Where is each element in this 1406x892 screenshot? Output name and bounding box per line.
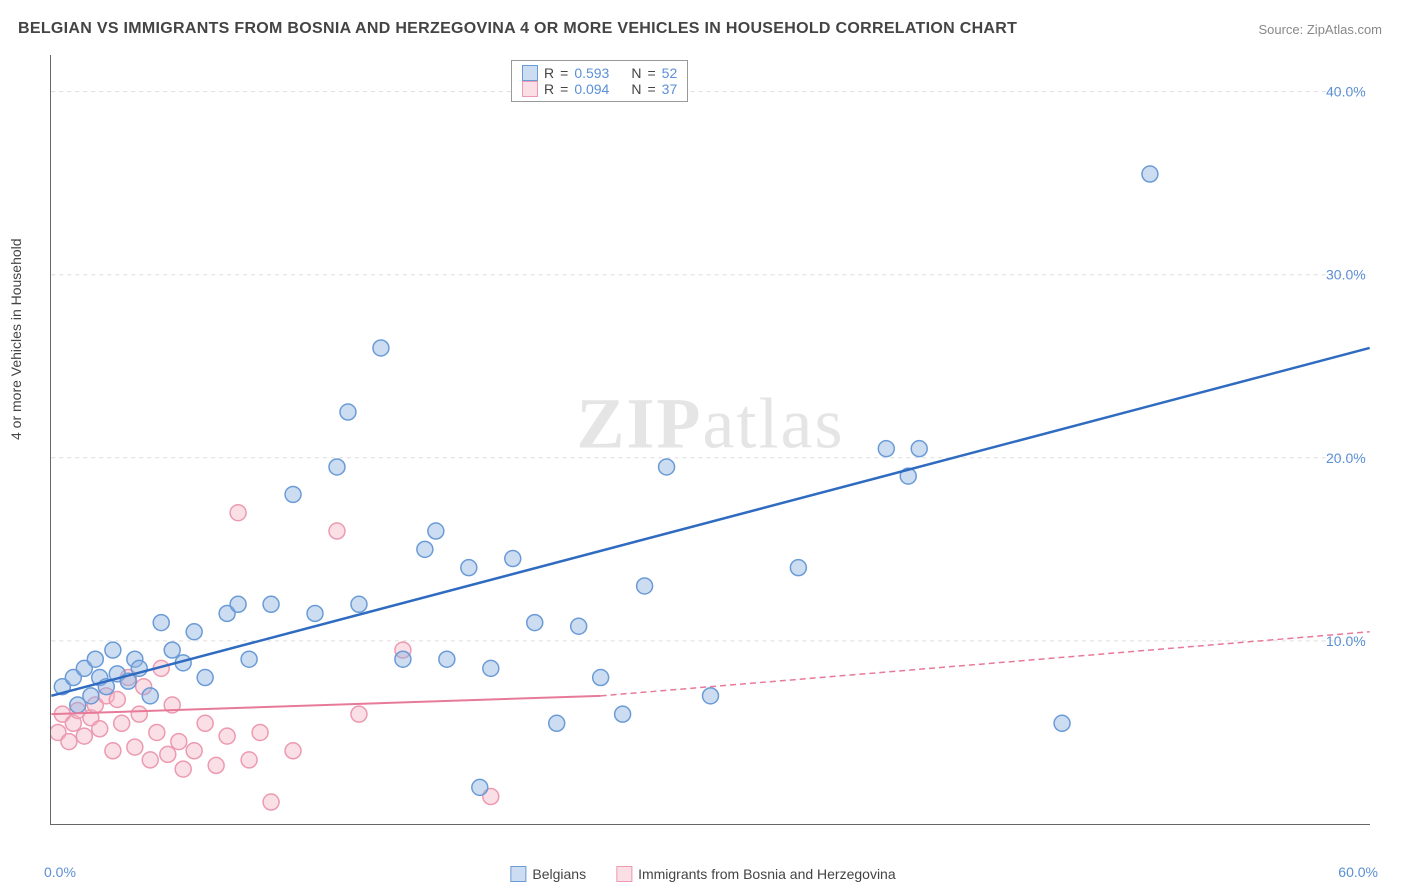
svg-text:20.0%: 20.0% <box>1326 450 1366 466</box>
legend-label-1: Belgians <box>532 866 586 882</box>
swatch-series-1 <box>522 65 538 81</box>
x-axis-label-left: 0.0% <box>44 864 76 880</box>
chart-title: BELGIAN VS IMMIGRANTS FROM BOSNIA AND HE… <box>18 20 1017 38</box>
stats-box: R = 0.593 N = 52 R = 0.094 N = 37 <box>511 60 688 102</box>
plot-area: ZIPatlas R = 0.593 N = 52 R = 0.094 N = <box>50 55 1370 825</box>
swatch-series-2 <box>522 81 538 97</box>
x-axis-label-right: 60.0% <box>1338 864 1378 880</box>
plot-svg: 10.0%20.0%30.0%40.0% <box>51 55 1370 824</box>
legend-label-2: Immigrants from Bosnia and Herzegovina <box>638 866 896 882</box>
svg-text:30.0%: 30.0% <box>1326 267 1366 283</box>
legend-bottom: Belgians Immigrants from Bosnia and Herz… <box>510 866 895 882</box>
legend-item-2: Immigrants from Bosnia and Herzegovina <box>616 866 896 882</box>
stats-row-2: R = 0.094 N = 37 <box>522 81 677 97</box>
legend-item-1: Belgians <box>510 866 586 882</box>
legend-swatch-2 <box>616 866 632 882</box>
source-label: Source: ZipAtlas.com <box>1258 22 1382 37</box>
chart-container: BELGIAN VS IMMIGRANTS FROM BOSNIA AND HE… <box>0 0 1406 892</box>
svg-text:40.0%: 40.0% <box>1326 84 1366 100</box>
y-axis-label: 4 or more Vehicles in Household <box>8 238 24 440</box>
legend-swatch-1 <box>510 866 526 882</box>
stats-row-1: R = 0.593 N = 52 <box>522 65 677 81</box>
